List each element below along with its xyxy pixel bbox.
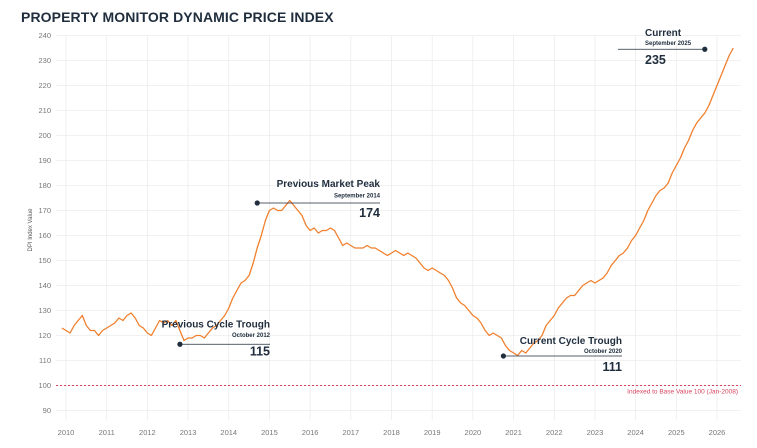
y-axis-label: DPI Index Value xyxy=(28,208,34,252)
y-tick-label: 90 xyxy=(43,406,51,415)
y-tick-label: 190 xyxy=(38,156,51,165)
base-value-label: Indexed to Base Value 100 (Jan-2008) xyxy=(627,389,738,396)
x-axis-ticks: 2010 2011 2012 2013 2014 2015 2016 2017 2018 2019… xyxy=(58,428,726,437)
y-tick-label: 180 xyxy=(38,181,51,190)
annotation-title: Previous Market Peak xyxy=(277,179,381,190)
annotation-value: 115 xyxy=(250,344,270,358)
y-tick-label: 220 xyxy=(38,81,51,90)
y-tick-label: 170 xyxy=(38,206,51,215)
y-tick-label: 140 xyxy=(38,281,51,290)
y-tick-label: 210 xyxy=(38,106,51,115)
y-tick-label: 130 xyxy=(38,306,51,315)
y-tick-label: 160 xyxy=(38,231,51,240)
x-tick-label: 2014 xyxy=(220,428,237,437)
grid-lines xyxy=(56,35,741,420)
x-tick-label: 2010 xyxy=(58,428,75,437)
x-tick-label: 2015 xyxy=(261,428,278,437)
x-tick-label: 2018 xyxy=(383,428,400,437)
y-tick-label: 150 xyxy=(38,256,51,265)
x-tick-label: 2011 xyxy=(99,428,115,437)
annotation-value: 235 xyxy=(645,53,666,67)
x-tick-label: 2013 xyxy=(180,428,197,437)
annotation-group: Previous Cycle Trough October 2012 115 xyxy=(162,319,271,358)
annotation-value: 111 xyxy=(603,360,623,374)
x-tick-label: 2021 xyxy=(505,428,522,437)
y-tick-label: 100 xyxy=(38,381,51,390)
annotation-title: Current xyxy=(645,28,682,39)
y-tick-label: 200 xyxy=(38,131,51,140)
annotation-marker xyxy=(177,341,183,347)
annotation-marker xyxy=(500,353,506,359)
x-tick-label: 2017 xyxy=(342,428,359,437)
x-tick-label: 2020 xyxy=(465,428,482,437)
y-tick-label: 230 xyxy=(38,56,51,65)
chart-title: PROPERTY MONITOR DYNAMIC PRICE INDEX xyxy=(21,9,334,25)
annotation-title: Current Cycle Trough xyxy=(520,336,622,347)
x-tick-label: 2023 xyxy=(587,428,604,437)
annotation-date: October 2020 xyxy=(584,349,623,355)
annotation-marker xyxy=(254,200,260,206)
x-tick-label: 2016 xyxy=(302,428,319,437)
annotation-marker xyxy=(702,46,708,52)
x-tick-label: 2026 xyxy=(709,428,726,437)
annotation-date: October 2012 xyxy=(232,333,271,339)
x-tick-label: 2024 xyxy=(627,428,644,437)
annotation-date: September 2025 xyxy=(645,41,692,47)
dpi-series-line xyxy=(61,47,734,357)
x-tick-label: 2022 xyxy=(546,428,563,437)
x-tick-label: 2025 xyxy=(668,428,685,437)
x-tick-label: 2019 xyxy=(424,428,441,437)
annotation-date: September 2014 xyxy=(334,194,381,200)
annotation-group: Previous Market Peak September 2014 174 xyxy=(254,179,381,220)
annotation-group: Current September 2025 235 xyxy=(618,28,708,67)
y-tick-label: 120 xyxy=(38,331,51,340)
annotation-group: Current Cycle Trough October 2020 111 xyxy=(500,336,623,374)
x-tick-label: 2012 xyxy=(139,428,156,437)
y-tick-label: 240 xyxy=(38,31,51,40)
annotation-title: Previous Cycle Trough xyxy=(162,319,270,330)
annotation-value: 174 xyxy=(359,206,380,220)
y-axis-ticks: 90 100 110 120 130 140 150 160 170 180 190 200 210 22… xyxy=(38,31,51,415)
y-tick-label: 110 xyxy=(39,356,51,365)
